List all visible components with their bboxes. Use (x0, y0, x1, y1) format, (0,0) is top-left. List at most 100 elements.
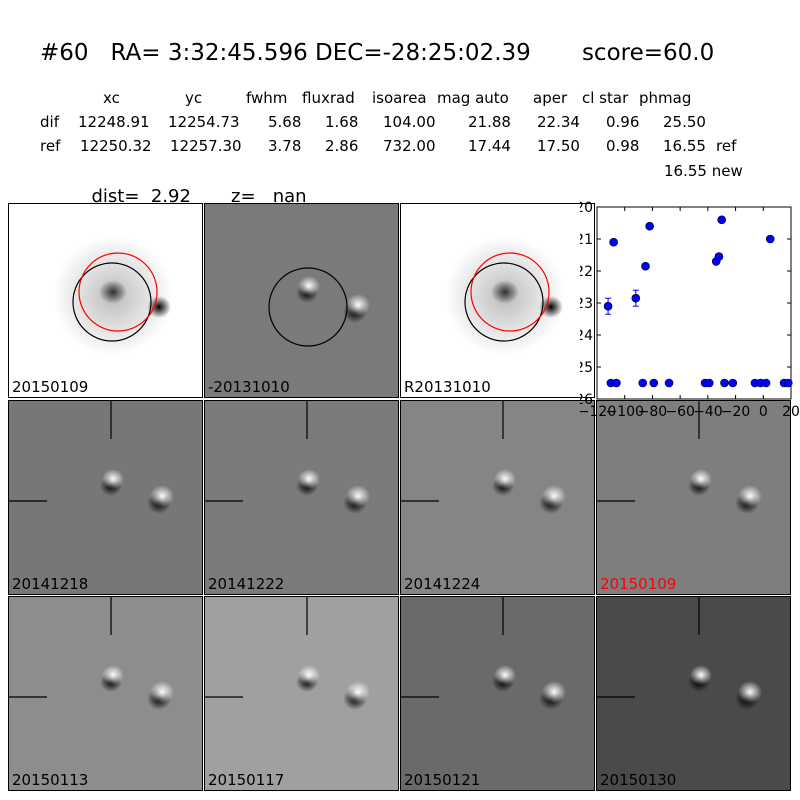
data-point (603, 301, 613, 311)
cell-value: 21.88 (468, 113, 511, 131)
column-header: yc (185, 89, 203, 107)
panel-date-label: R20131010 (404, 378, 491, 396)
column-header: cl star (582, 89, 629, 107)
panel-date-label: 20150109 (600, 575, 677, 593)
data-point (631, 293, 641, 303)
data-point (728, 378, 738, 388)
dipole-bright (298, 665, 320, 685)
dipole-bright (542, 485, 566, 507)
column-header: fwhm (246, 89, 288, 107)
image-panel: -20131010 (204, 203, 399, 398)
column-header: mag auto (437, 89, 509, 107)
cell-value: 0.96 (606, 113, 640, 131)
image-panel: 20141224 (400, 400, 595, 595)
data-point (720, 378, 729, 388)
x-tick-label: −60 (665, 404, 695, 416)
panel-date-label: -20131010 (208, 378, 290, 396)
dipole-bright (298, 276, 320, 296)
data-point (645, 221, 654, 231)
panel-date-label: 20141224 (404, 575, 481, 593)
data-point (717, 215, 727, 225)
dipole-bright (738, 485, 762, 507)
data-point (765, 234, 775, 244)
light-curve-chart: 20 21 22 23 24 25 26−120−100−80−60−40−20 0 20 (580, 200, 800, 416)
y-tick-label: 25 (580, 360, 593, 376)
cell-value: 17.50 (537, 137, 580, 155)
y-tick-label: 22 (580, 264, 593, 280)
x-tick-label: −80 (638, 404, 668, 416)
dipole-bright (102, 665, 124, 685)
image-panel: 20150117 (204, 596, 399, 791)
black-aperture-circle (72, 262, 152, 342)
cell-value: 1.68 (325, 113, 359, 131)
x-tick-label: −20 (721, 404, 751, 416)
dipole-bright (690, 469, 712, 489)
image-panel: 20150113 (8, 596, 203, 791)
page-title: #60 RA= 3:32:45.596 DEC=-28:25:02.39 sco… (40, 40, 715, 66)
cell-value: 12254.73 (168, 113, 240, 131)
data-point (714, 252, 724, 261)
dipole-bright (738, 681, 762, 703)
column-header: xc (103, 89, 120, 107)
image-panel: R20131010 (400, 203, 595, 398)
cell-value: 12250.32 (80, 137, 152, 155)
data-point (609, 237, 618, 247)
dipole-bright (150, 485, 174, 507)
data-point (761, 378, 771, 388)
image-panel: 20141222 (204, 400, 399, 595)
z-value: nan (272, 186, 307, 207)
dist-label: dist= (91, 186, 140, 207)
new-phmag: 16.55 new (664, 162, 743, 180)
image-panel: 20150130 (596, 596, 791, 791)
row-label: ref (40, 137, 61, 155)
x-tick-label: −100 (605, 404, 643, 416)
x-tick-label: −120 (580, 404, 616, 416)
data-point (638, 378, 648, 388)
cell-value: 732.00 (383, 137, 436, 155)
image-panel: 20141218 (8, 400, 203, 595)
panel-date-label: 20150121 (404, 771, 481, 789)
dipole-bright (494, 469, 516, 489)
x-tick-label: −40 (693, 404, 723, 416)
dipole-bright (346, 681, 370, 703)
column-header: isoarea (372, 89, 427, 107)
data-point (783, 378, 793, 388)
cell-value: 22.34 (537, 113, 580, 131)
cell-value: 16.55 (663, 137, 706, 155)
cell-value: 12257.30 (170, 137, 242, 155)
dipole-bright (494, 665, 516, 685)
point-source (147, 296, 171, 318)
dipole-bright (102, 469, 124, 489)
y-tick-label: 26 (580, 392, 593, 408)
y-tick-label: 24 (580, 328, 593, 344)
cell-value: 17.44 (468, 137, 511, 155)
z-label: z= (231, 186, 256, 207)
panel-date-label: 20150109 (12, 378, 89, 396)
panel-date-label: 20141222 (208, 575, 285, 593)
panel-date-label: 20141218 (12, 575, 89, 593)
x-tick-label: 0 (759, 404, 768, 416)
panel-date-label: 20150130 (600, 771, 677, 789)
cell-value: 104.00 (383, 113, 436, 131)
cell-value: 12248.91 (78, 113, 150, 131)
panel-date-label: 20150117 (208, 771, 285, 789)
dipole-bright (346, 485, 370, 507)
distance-line: dist= 2.92 z= nan (80, 165, 307, 207)
black-aperture-circle (268, 267, 348, 347)
black-aperture-circle (464, 262, 544, 342)
dipole-bright (690, 665, 712, 685)
image-panel: 20150121 (400, 596, 595, 791)
data-point (641, 261, 650, 271)
cell-value: 2.86 (325, 137, 359, 155)
dipole-bright (346, 294, 370, 316)
cell-value: 25.50 (663, 113, 706, 131)
red-aperture-circle (78, 252, 158, 332)
y-tick-label: 23 (580, 296, 593, 312)
image-panel: 20150109 (8, 203, 203, 398)
dipole-bright (542, 681, 566, 703)
image-panel: 20150109 (596, 400, 791, 595)
dist-value: 2.92 (150, 186, 191, 207)
row-label: dif (40, 113, 59, 131)
y-tick-label: 20 (580, 200, 593, 216)
column-header: aper (533, 89, 568, 107)
